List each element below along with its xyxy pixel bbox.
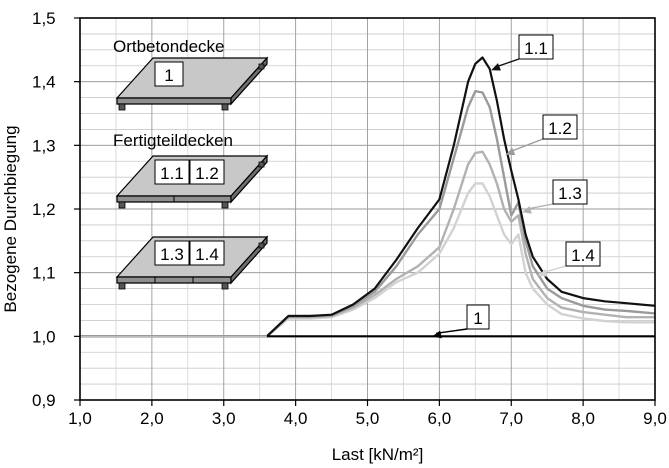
slab-label-1-1: 1.1 xyxy=(160,164,184,183)
x-axis-title: Last [kN/m²] xyxy=(332,445,424,464)
callout-box-1-3 xyxy=(552,179,588,205)
x-tick-label: 3,0 xyxy=(212,409,236,428)
callout-arrowhead-1-2 xyxy=(505,147,516,156)
y-tick-label: 1,1 xyxy=(32,264,56,283)
slab-label-box-1 xyxy=(154,61,184,87)
x-tick-label: 1,0 xyxy=(68,409,92,428)
x-tick-label: 6,0 xyxy=(428,409,452,428)
slab-fertigteil-1-icon: 1.1 1.2 xyxy=(115,154,269,209)
callout-layer: 1.1 1.2 1.3 1.4 1 xyxy=(432,34,601,339)
x-tick-label: 8,0 xyxy=(571,409,595,428)
slab-label-1-2: 1.2 xyxy=(195,164,219,183)
y-axis-title: Bezogene Durchbiegung xyxy=(1,125,20,312)
slab-illustrations: Ortbetondecke 1 Fertigteildecken 1.1 1.2 xyxy=(113,37,269,290)
x-tick-label: 2,0 xyxy=(140,409,164,428)
y-tick-label: 1,0 xyxy=(32,327,56,346)
slab-fertigteil-2-icon: 1.3 1.4 xyxy=(115,235,269,290)
callout-label-1-2: 1.2 xyxy=(548,119,572,138)
callout-box-1-1 xyxy=(518,34,554,60)
callout-arrow-line-1 xyxy=(436,328,468,335)
x-tick-label: 4,0 xyxy=(284,409,308,428)
callout-arrow-line-1-3 xyxy=(525,203,554,210)
callout-label-1-3: 1.3 xyxy=(558,184,582,203)
series-layer xyxy=(80,56,656,338)
slab-label-1: 1 xyxy=(164,66,173,85)
inset-heading-ortbetondecke: Ortbetondecke xyxy=(113,37,225,56)
x-tick-label: 9,0 xyxy=(643,409,667,428)
callout-arrowhead-1-4 xyxy=(537,269,548,277)
callout-label-1-4: 1.4 xyxy=(571,246,595,265)
y-tick-label: 1,5 xyxy=(32,9,56,28)
slab-label-1-4: 1.4 xyxy=(195,245,219,264)
series-line-1-4 xyxy=(80,182,655,338)
callout-box-1-2 xyxy=(542,114,578,140)
callout-arrowhead-1-3 xyxy=(522,206,532,214)
y-tick-label: 1,4 xyxy=(32,73,56,92)
axes-layer: 1,0 2,0 3,0 4,0 5,0 6,0 7,0 8,0 9,0 0,9 1,0 1,1 1,2 1… xyxy=(1,9,667,464)
callout-label-1: 1 xyxy=(473,309,482,328)
series-line-1-1 xyxy=(80,56,656,338)
callout-arrowhead-1 xyxy=(432,330,442,339)
y-tick-label: 1,3 xyxy=(32,136,56,155)
slab-label-1-3: 1.3 xyxy=(160,245,184,264)
x-tick-label: 5,0 xyxy=(356,409,380,428)
y-tick-label: 0,9 xyxy=(32,391,56,410)
callout-box-1-4 xyxy=(565,241,601,267)
inset-heading-fertigteildecken: Fertigteildecken xyxy=(113,131,233,150)
y-tick-label: 1,2 xyxy=(32,200,56,219)
callout-arrow-line-1-2 xyxy=(509,138,544,153)
callout-arrowhead-1-1 xyxy=(491,63,501,71)
slab-ortbeton-icon: 1 xyxy=(115,56,269,111)
callout-arrow-line-1-1 xyxy=(494,58,520,68)
callout-label-1-1: 1.1 xyxy=(524,39,548,58)
x-tick-label: 7,0 xyxy=(499,409,523,428)
callout-box-1 xyxy=(466,304,490,330)
